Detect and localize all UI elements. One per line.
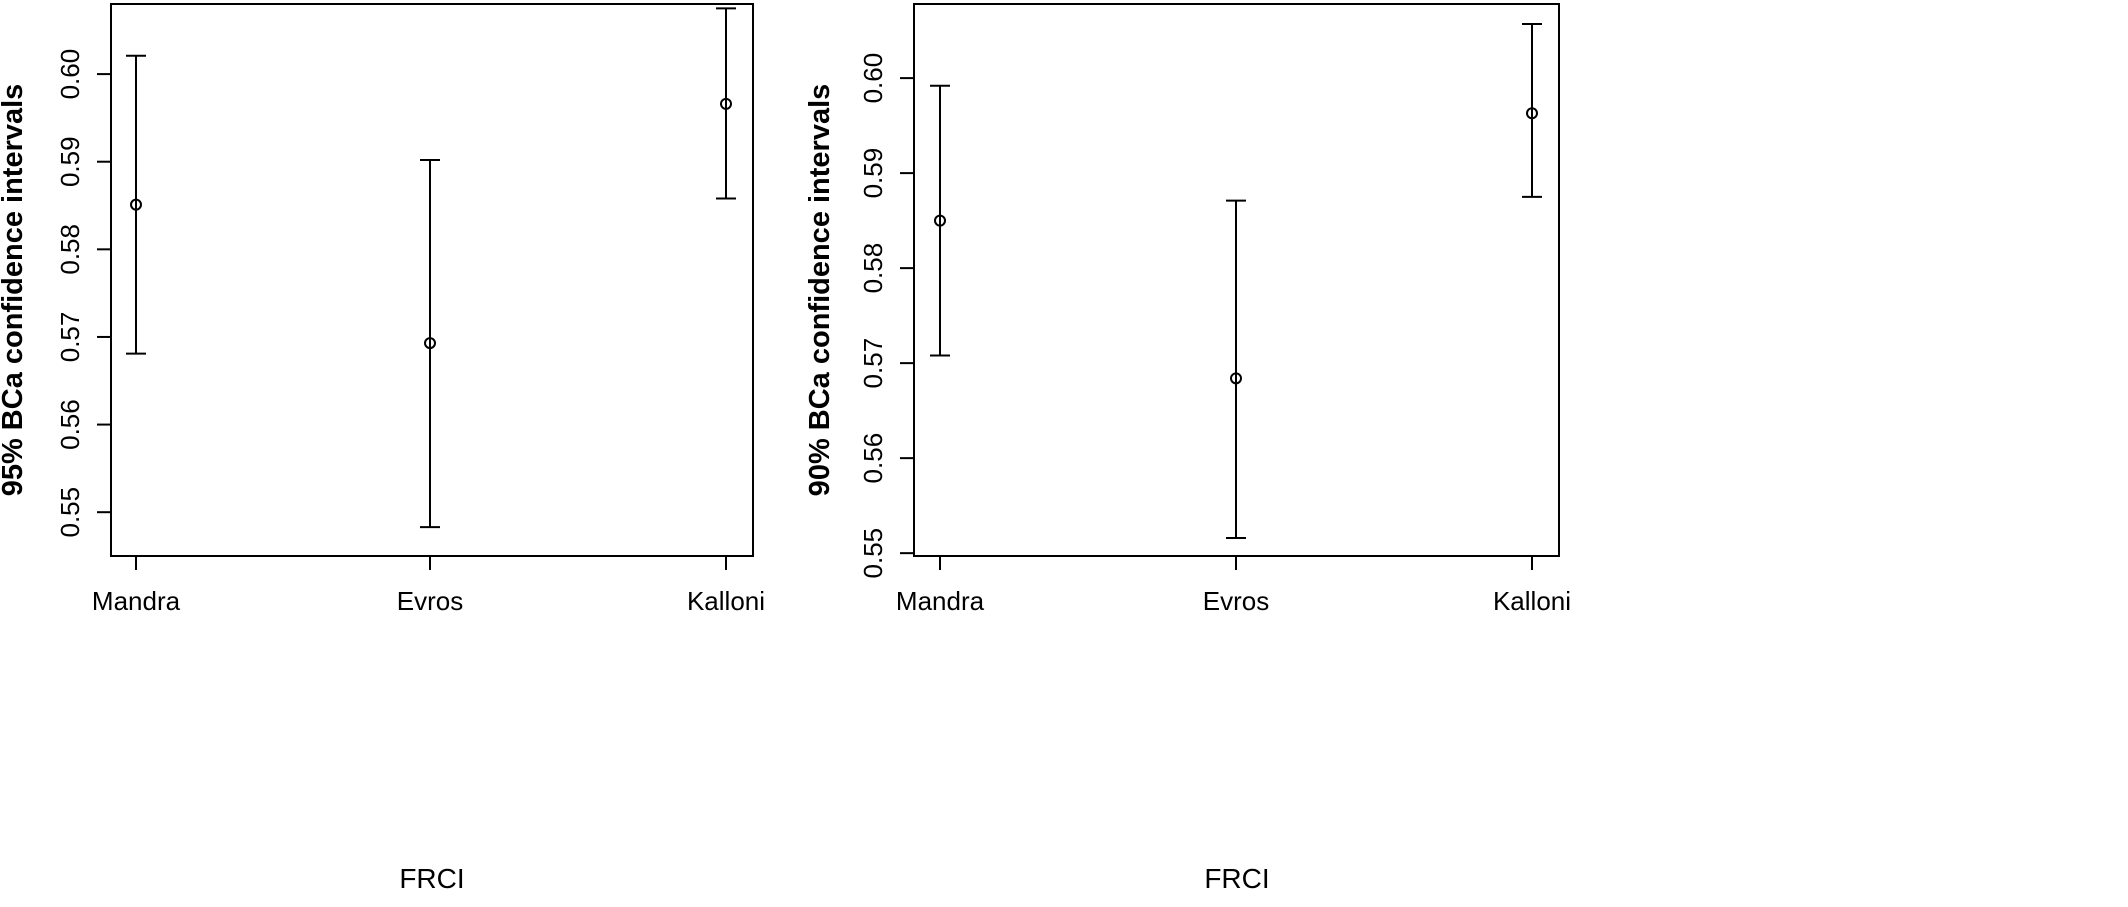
y-tick-label: 0.60 [858, 53, 888, 104]
y-tick-label: 0.58 [55, 224, 85, 275]
y-tick-label: 0.58 [858, 243, 888, 294]
estimate-point [130, 198, 142, 211]
estimate-point [720, 97, 732, 110]
y-tick-label: 0.55 [55, 487, 85, 538]
y-tick-label: 0.57 [858, 338, 888, 389]
chart-90-bca: 0.55 0.56 0.57 0.58 0.59 0.60 Mandra Evros Kallo… [804, 3, 1571, 894]
estimate-point [1526, 107, 1538, 120]
y-tick-label: 0.59 [55, 136, 85, 187]
y-axis-title: 90% BCa confidence intervals [804, 84, 836, 497]
x-tick-label: Evros [1203, 586, 1269, 616]
x-tick-label: Kalloni [687, 586, 765, 616]
y-tick-label: 0.56 [55, 399, 85, 450]
y-tick-label: 0.55 [858, 528, 888, 579]
y-tick-label: 0.56 [858, 433, 888, 484]
x-axis-title: FRCI [399, 863, 464, 894]
x-axis-title: FRCI [1204, 863, 1269, 894]
estimate-point [1230, 372, 1242, 385]
y-tick-label: 0.60 [55, 49, 85, 100]
estimate-point [424, 337, 436, 350]
estimate-point [934, 214, 946, 227]
x-tick-label: Mandra [92, 586, 181, 616]
y-axis-title: 95% BCa confidence intervals [0, 84, 29, 497]
plot-frame [110, 3, 754, 557]
x-tick-label: Kalloni [1493, 586, 1571, 616]
chart-95-bca: 0.55 0.56 0.57 0.58 0.59 0.60 Mandra Evros Kallo… [0, 3, 765, 894]
x-tick-label: Mandra [896, 586, 985, 616]
y-tick-label: 0.59 [858, 148, 888, 199]
x-tick-label: Evros [397, 586, 463, 616]
y-tick-label: 0.57 [55, 312, 85, 363]
